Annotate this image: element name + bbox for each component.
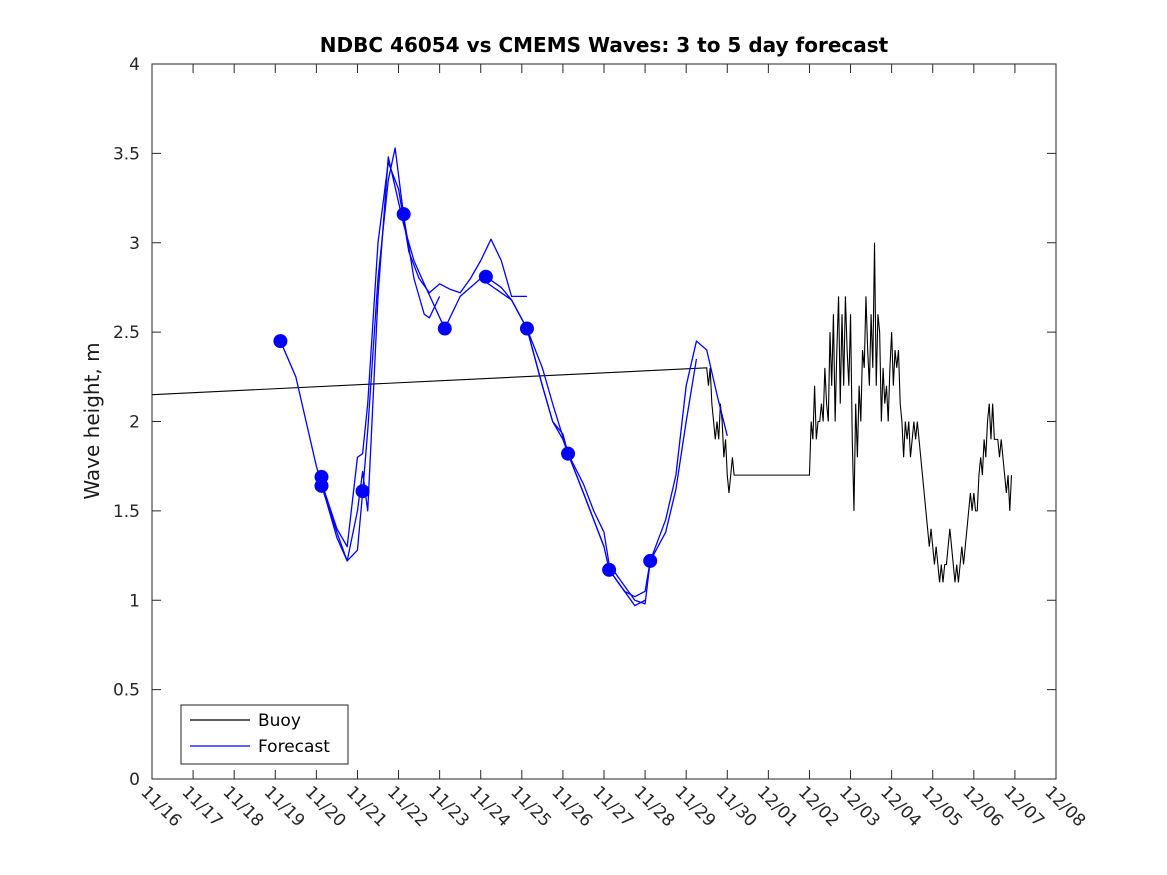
series-line-forecast bbox=[279, 147, 441, 562]
y-tick-label: 0.5 bbox=[113, 681, 140, 701]
axes-box bbox=[151, 63, 1057, 780]
y-axis-label: Wave height, m bbox=[80, 342, 104, 499]
y-tick-label: 4 bbox=[129, 55, 140, 75]
forecast-marker bbox=[602, 562, 617, 577]
y-tick-label: 2.5 bbox=[113, 323, 140, 343]
y-tick-label: 2 bbox=[129, 413, 140, 433]
forecast-marker bbox=[561, 446, 576, 461]
plot-area: 11/1611/1711/1811/1911/2011/2111/2211/23… bbox=[113, 55, 1089, 831]
y-tick-label: 3.5 bbox=[113, 144, 140, 164]
forecast-marker bbox=[437, 321, 452, 336]
legend-box bbox=[180, 704, 349, 765]
forecast-marker bbox=[478, 269, 493, 284]
y-tick-label: 1.5 bbox=[113, 502, 140, 522]
series-line-buoy bbox=[151, 242, 1013, 583]
series-line-forecast bbox=[320, 161, 527, 548]
legend: Buoy Forecast bbox=[180, 704, 349, 765]
chart-title: NDBC 46054 vs CMEMS Waves: 3 to 5 day fo… bbox=[320, 33, 889, 57]
legend-entry-buoy: Buoy bbox=[258, 711, 301, 731]
forecast-marker bbox=[273, 334, 288, 349]
y-tick-label: 0 bbox=[129, 770, 140, 790]
y-tick-label: 3 bbox=[129, 234, 140, 254]
legend-entry-forecast: Forecast bbox=[258, 737, 330, 757]
forecast-marker bbox=[314, 478, 329, 493]
series-line-forecast bbox=[608, 569, 646, 607]
series-line-forecast bbox=[526, 328, 605, 547]
y-tick-label: 1 bbox=[129, 591, 140, 611]
forecast-marker bbox=[643, 553, 658, 568]
forecast-marker bbox=[355, 484, 370, 499]
forecast-marker bbox=[396, 207, 411, 222]
forecast-marker bbox=[519, 321, 534, 336]
